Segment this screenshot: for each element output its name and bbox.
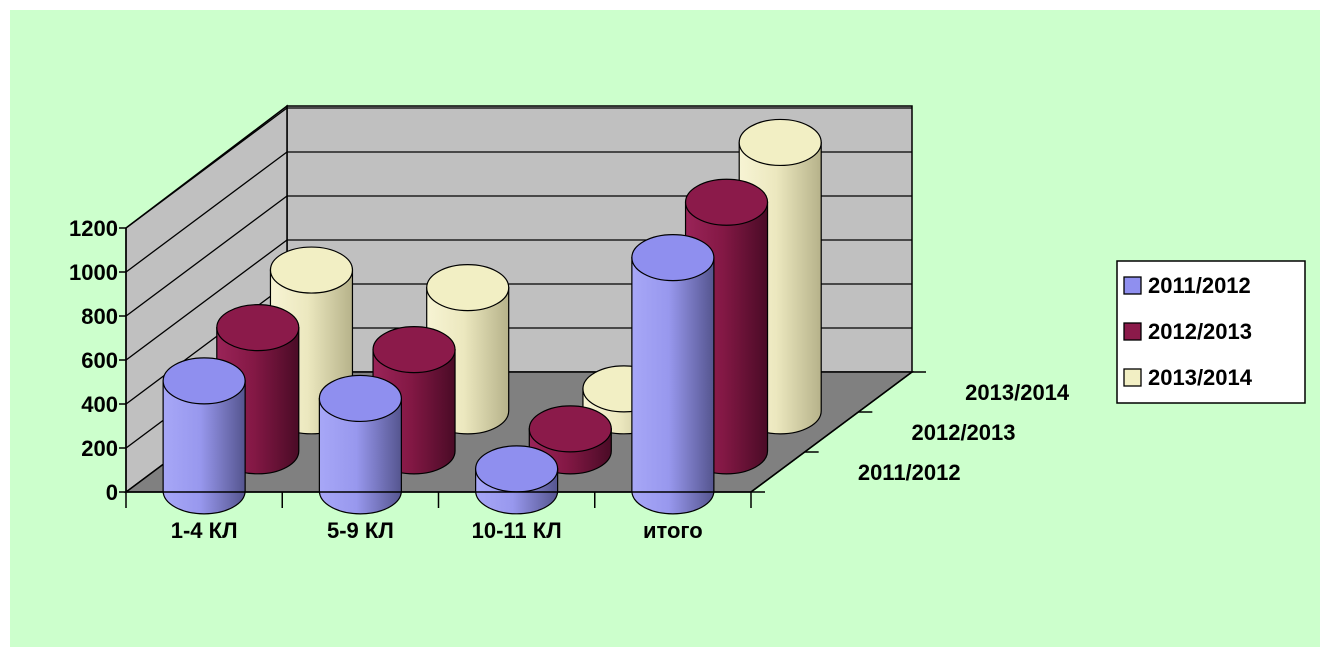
legend-label: 2011/2012 (1148, 273, 1251, 298)
legend-label: 2012/2013 (1148, 319, 1252, 344)
chart-frame: 0 200 400 600 800 1000 1200 2011/2012 2012/2013… (10, 10, 1320, 647)
cylinder-top (162, 357, 246, 405)
gridline (125, 107, 912, 229)
y-tick-label: 0 (106, 480, 118, 505)
cylinder-top (318, 374, 402, 423)
cylinder-top (684, 178, 769, 226)
depth-axis-line (750, 371, 913, 493)
y-tick-label: 1200 (69, 216, 118, 241)
gridline (125, 151, 912, 273)
chart-svg: 0 200 400 600 800 1000 1200 2011/2012 2012/2013… (69, 104, 1306, 543)
cylinder-top (269, 246, 354, 294)
category-label: итого (643, 518, 703, 543)
legend-swatch (1123, 368, 1142, 387)
cylinder-bar (475, 445, 559, 515)
y-axis-ticks: 0 200 400 600 800 1000 1200 (69, 216, 126, 505)
y-tick-label: 400 (81, 392, 118, 417)
y-tick-label: 200 (81, 436, 118, 461)
depth-axis: 2011/2012 2012/2013 2013/2014 (750, 371, 1070, 493)
legend-box (1116, 260, 1306, 404)
depth-label: 2013/2014 (965, 380, 1070, 405)
cylinder-body (631, 257, 715, 515)
cylinder-bar (162, 357, 246, 515)
legend-swatch (1123, 276, 1142, 295)
cylinder-top (528, 405, 612, 453)
cylinder-body (318, 397, 402, 515)
cylinders (162, 118, 822, 515)
cylinder-body (162, 380, 246, 515)
category-label: 1-4 КЛ (171, 518, 238, 543)
depth-label: 2011/2012 (858, 460, 961, 485)
category-label: 10-11 КЛ (472, 518, 562, 543)
legend-swatch (1123, 322, 1142, 341)
cylinder-top (738, 118, 822, 167)
y-tick-label: 1000 (69, 260, 118, 285)
cylinder-bar (631, 234, 715, 515)
category-labels: 1-4 КЛ 5-9 КЛ 10-11 КЛ итого (125, 492, 752, 543)
cylinder-top (475, 445, 559, 493)
y-tick-label: 800 (81, 304, 118, 329)
legend: 2011/2012 2012/2013 2013/2014 (1116, 260, 1306, 404)
cylinder-bar (318, 374, 402, 515)
depth-label: 2012/2013 (912, 420, 1016, 445)
cylinder-top (372, 326, 456, 374)
cylinder-top (216, 304, 300, 352)
legend-label: 2013/2014 (1148, 365, 1253, 390)
cylinder-top (426, 264, 510, 312)
cylinder-top (631, 234, 715, 282)
category-label: 5-9 КЛ (327, 518, 394, 543)
y-tick-label: 600 (81, 348, 118, 373)
